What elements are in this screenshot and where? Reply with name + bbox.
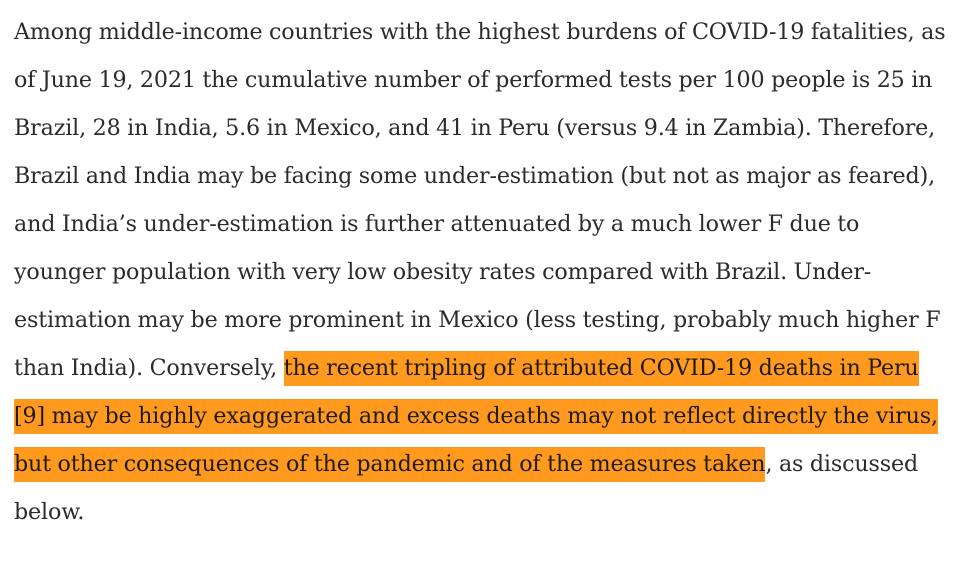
paragraph-text-before-highlight: Among middle-income countries with the h… bbox=[14, 19, 946, 381]
article-body: Among middle-income countries with the h… bbox=[14, 8, 949, 536]
paragraph: Among middle-income countries with the h… bbox=[14, 8, 949, 536]
paragraph-text-after-highlight: , as discussed below. bbox=[14, 451, 919, 525]
highlighted-passage[interactable]: the recent tripling of attributed COVID-… bbox=[14, 351, 938, 482]
